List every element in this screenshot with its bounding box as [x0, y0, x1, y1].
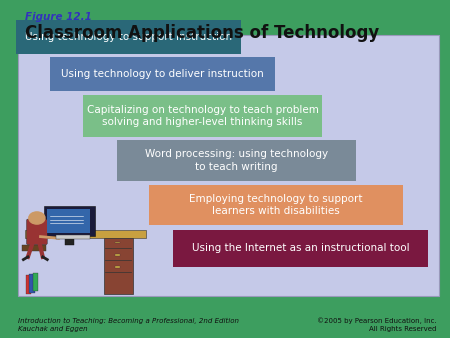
FancyBboxPatch shape [117, 140, 356, 181]
Text: Introduction to Teaching: Becoming a Professional, 2nd Edition
Kauchak and Eggen: Introduction to Teaching: Becoming a Pro… [18, 318, 239, 332]
FancyBboxPatch shape [65, 238, 74, 245]
FancyBboxPatch shape [47, 209, 90, 233]
FancyBboxPatch shape [83, 95, 322, 137]
Circle shape [29, 212, 45, 224]
FancyBboxPatch shape [148, 185, 403, 225]
Text: Employing technology to support
learners with disabilities: Employing technology to support learners… [189, 194, 362, 216]
FancyBboxPatch shape [27, 219, 47, 245]
Text: Using the Internet as an instructional tool: Using the Internet as an instructional t… [192, 243, 409, 254]
FancyBboxPatch shape [173, 230, 428, 267]
FancyBboxPatch shape [56, 235, 90, 239]
FancyBboxPatch shape [44, 206, 95, 236]
Text: Word processing: using technology
to teach writing: Word processing: using technology to tea… [145, 149, 328, 172]
FancyBboxPatch shape [26, 275, 31, 294]
FancyBboxPatch shape [22, 245, 46, 251]
FancyBboxPatch shape [16, 20, 241, 54]
Text: Using technology to deliver instruction: Using technology to deliver instruction [61, 69, 263, 79]
FancyBboxPatch shape [18, 35, 439, 296]
Text: Figure 12.1: Figure 12.1 [25, 12, 92, 22]
FancyBboxPatch shape [50, 57, 274, 91]
FancyBboxPatch shape [115, 242, 120, 243]
FancyBboxPatch shape [104, 238, 133, 294]
FancyBboxPatch shape [115, 266, 120, 268]
FancyBboxPatch shape [115, 254, 120, 256]
FancyBboxPatch shape [25, 230, 146, 238]
Text: Classroom Applications of Technology: Classroom Applications of Technology [25, 24, 379, 42]
Text: Using technology to support instruction: Using technology to support instruction [25, 32, 232, 42]
Text: Capitalizing on technology to teach problem
solving and higher-level thinking sk: Capitalizing on technology to teach prob… [86, 104, 319, 127]
Text: ©2005 by Pearson Education, Inc.
All Rights Reserved: ©2005 by Pearson Education, Inc. All Rig… [317, 318, 436, 332]
FancyBboxPatch shape [29, 274, 35, 293]
FancyBboxPatch shape [33, 273, 38, 291]
